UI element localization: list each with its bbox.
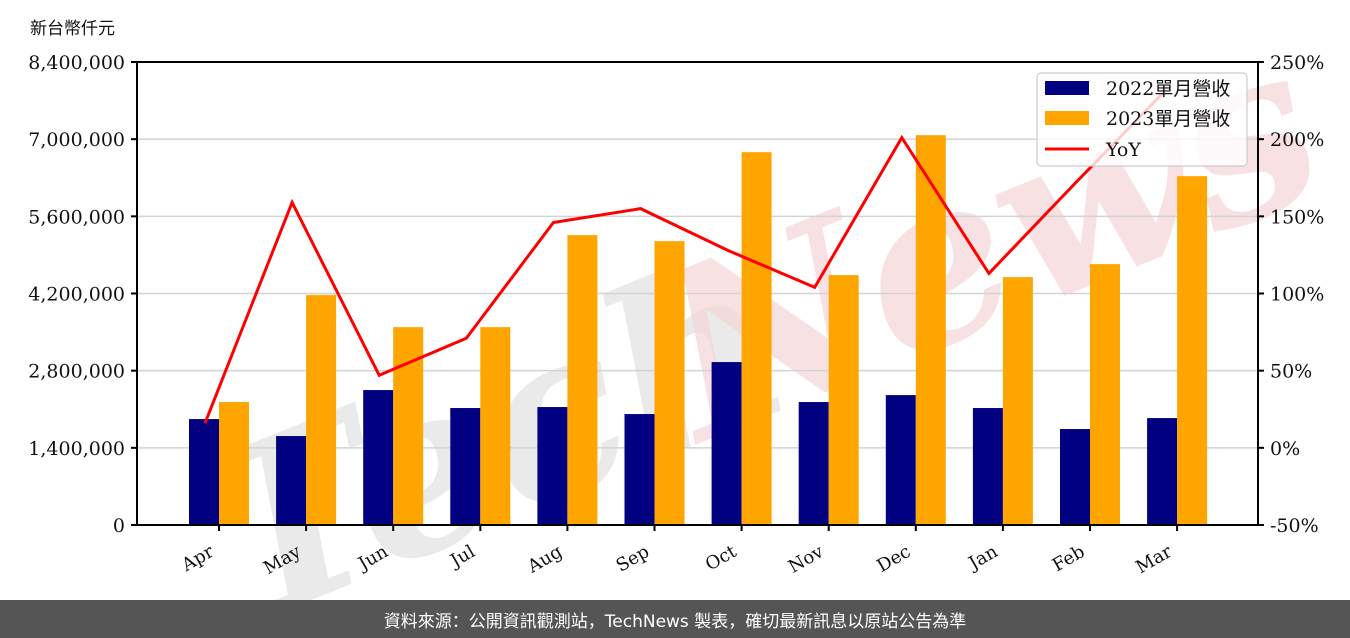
bar-2022-jul (450, 408, 481, 525)
bar-2023-oct (741, 152, 772, 526)
legend: 2022單月營收 2023單月營收 YoY (1036, 72, 1248, 167)
y-axis-unit-label: 新台幣仟元 (30, 19, 115, 39)
bar-2022-jun (363, 390, 394, 525)
svg-text:2022單月營收: 2022單月營收 (1106, 78, 1230, 100)
svg-text:8,400,000: 8,400,000 (28, 52, 125, 74)
svg-text:200%: 200% (1270, 129, 1324, 151)
bar-2022-jan (972, 408, 1003, 525)
bar-2022-oct (711, 362, 742, 525)
svg-text:Dec: Dec (873, 541, 914, 577)
bar-2023-apr (219, 402, 249, 525)
bar-2023-jun (393, 327, 424, 525)
bar-2022-apr (189, 419, 219, 525)
svg-text:2023單月營收: 2023單月營收 (1106, 108, 1230, 130)
svg-text:150%: 150% (1270, 206, 1324, 228)
yoy-line (203, 91, 1165, 424)
bar-2023-dec (915, 135, 946, 525)
svg-text:Oct: Oct (702, 541, 741, 576)
bar-2023-may (306, 295, 337, 525)
bar-2022-sep (624, 414, 655, 525)
bar-2023-aug (567, 235, 598, 526)
bar-series (189, 135, 1208, 526)
bar-2023-mar (1177, 176, 1208, 525)
svg-text:Jan: Jan (964, 541, 1002, 575)
bar-2022-aug (537, 407, 568, 525)
svg-text:0: 0 (113, 515, 125, 537)
bar-2023-feb (1090, 264, 1120, 525)
svg-text:-50%: -50% (1270, 515, 1319, 537)
svg-text:Apr: Apr (177, 541, 217, 576)
bar-2023-jan (1002, 277, 1033, 525)
svg-text:2,800,000: 2,800,000 (28, 361, 125, 383)
revenue-chart: TechNews 01,400,0002,800,0004,200,0005,6… (28, 0, 1350, 600)
bar-2022-dec (885, 395, 916, 525)
svg-text:4,200,000: 4,200,000 (28, 284, 125, 306)
svg-text:100%: 100% (1270, 284, 1324, 306)
svg-text:Sep: Sep (613, 541, 653, 576)
svg-text:Mar: Mar (1132, 541, 1176, 578)
footer-text: 資料來源：公開資訊觀測站，TechNews 製表，確切最新訊息以原站公告為準 (383, 611, 967, 632)
svg-text:5,600,000: 5,600,000 (28, 206, 125, 228)
svg-text:YoY: YoY (1105, 139, 1141, 161)
bar-2023-nov (828, 275, 859, 525)
svg-text:Nov: Nov (785, 541, 828, 578)
svg-text:Feb: Feb (1049, 541, 1089, 576)
source-footer: 資料來源：公開資訊觀測站，TechNews 製表，確切最新訊息以原站公告為準 (0, 600, 1350, 638)
bar-2023-jul (480, 327, 511, 525)
bar-2022-mar (1147, 418, 1178, 525)
bar-2022-feb (1060, 429, 1090, 525)
bar-2023-sep (654, 241, 685, 525)
bar-2022-nov (798, 402, 829, 525)
svg-text:250%: 250% (1270, 52, 1324, 74)
bar-2022-may (276, 436, 307, 525)
svg-text:1,400,000: 1,400,000 (28, 438, 125, 460)
svg-text:50%: 50% (1270, 361, 1312, 383)
svg-text:0%: 0% (1270, 438, 1300, 460)
svg-text:7,000,000: 7,000,000 (28, 129, 125, 151)
